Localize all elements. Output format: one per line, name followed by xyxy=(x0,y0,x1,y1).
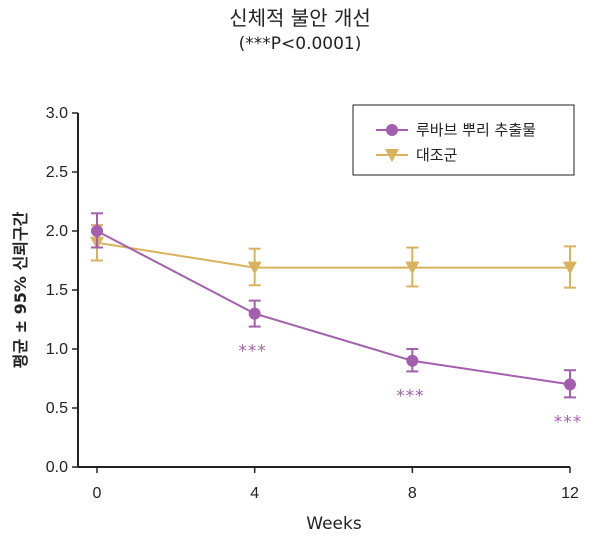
y-tick-label: 3.0 xyxy=(46,105,68,122)
y-tick-label: 1.0 xyxy=(46,341,68,358)
legend-label: 루바브 뿌리 추출물 xyxy=(416,121,536,139)
series-line xyxy=(96,230,571,386)
y-tick-label: 1.5 xyxy=(46,282,68,299)
series-line xyxy=(96,241,570,269)
x-tick-label: 0 xyxy=(93,485,102,502)
legend-label: 대조군 xyxy=(416,146,458,164)
x-tick-label: 4 xyxy=(250,485,259,502)
y-tick-label: 2.5 xyxy=(46,164,68,181)
data-point xyxy=(91,225,103,237)
y-axis-label: 평균 ± 95% 신뢰구간 xyxy=(11,211,30,368)
y-tick-label: 0.0 xyxy=(46,459,68,476)
significance-label: *** xyxy=(238,342,267,362)
significance-label: *** xyxy=(554,412,583,432)
axes xyxy=(72,112,571,473)
chart-subtitle: (***P<0.0001) xyxy=(238,34,362,54)
data-point xyxy=(247,261,262,275)
x-tick-label: 12 xyxy=(561,485,579,502)
y-tick-label: 0.5 xyxy=(46,400,68,417)
x-tick-label: 8 xyxy=(408,485,417,502)
chart-title: 신체적 불안 개선 xyxy=(229,6,371,30)
series-group: *** *** *** xyxy=(90,212,583,432)
legend-item: 루바브 뿌리 추출물 xyxy=(376,121,536,139)
legend-item: 대조군 xyxy=(376,146,458,164)
legend-marker xyxy=(385,149,399,162)
data-point xyxy=(563,261,577,275)
x-axis-label: Weeks xyxy=(306,514,362,534)
data-point xyxy=(406,354,419,367)
data-point xyxy=(564,378,576,391)
data-point xyxy=(405,261,420,275)
y-tick-label: 2.0 xyxy=(46,223,68,240)
legend-box xyxy=(352,104,575,176)
tick-labels: 0.0 0.5 1.0 1.5 2.0 2.5 3.0 0 4 8 12 xyxy=(46,105,579,502)
series-control xyxy=(90,224,577,289)
title-block: 신체적 불안 개선 (***P<0.0001) xyxy=(0,4,600,56)
significance-label: *** xyxy=(396,386,425,406)
legend-marker xyxy=(386,124,398,136)
series-treatment: *** *** *** xyxy=(91,212,583,432)
data-point xyxy=(248,307,261,320)
